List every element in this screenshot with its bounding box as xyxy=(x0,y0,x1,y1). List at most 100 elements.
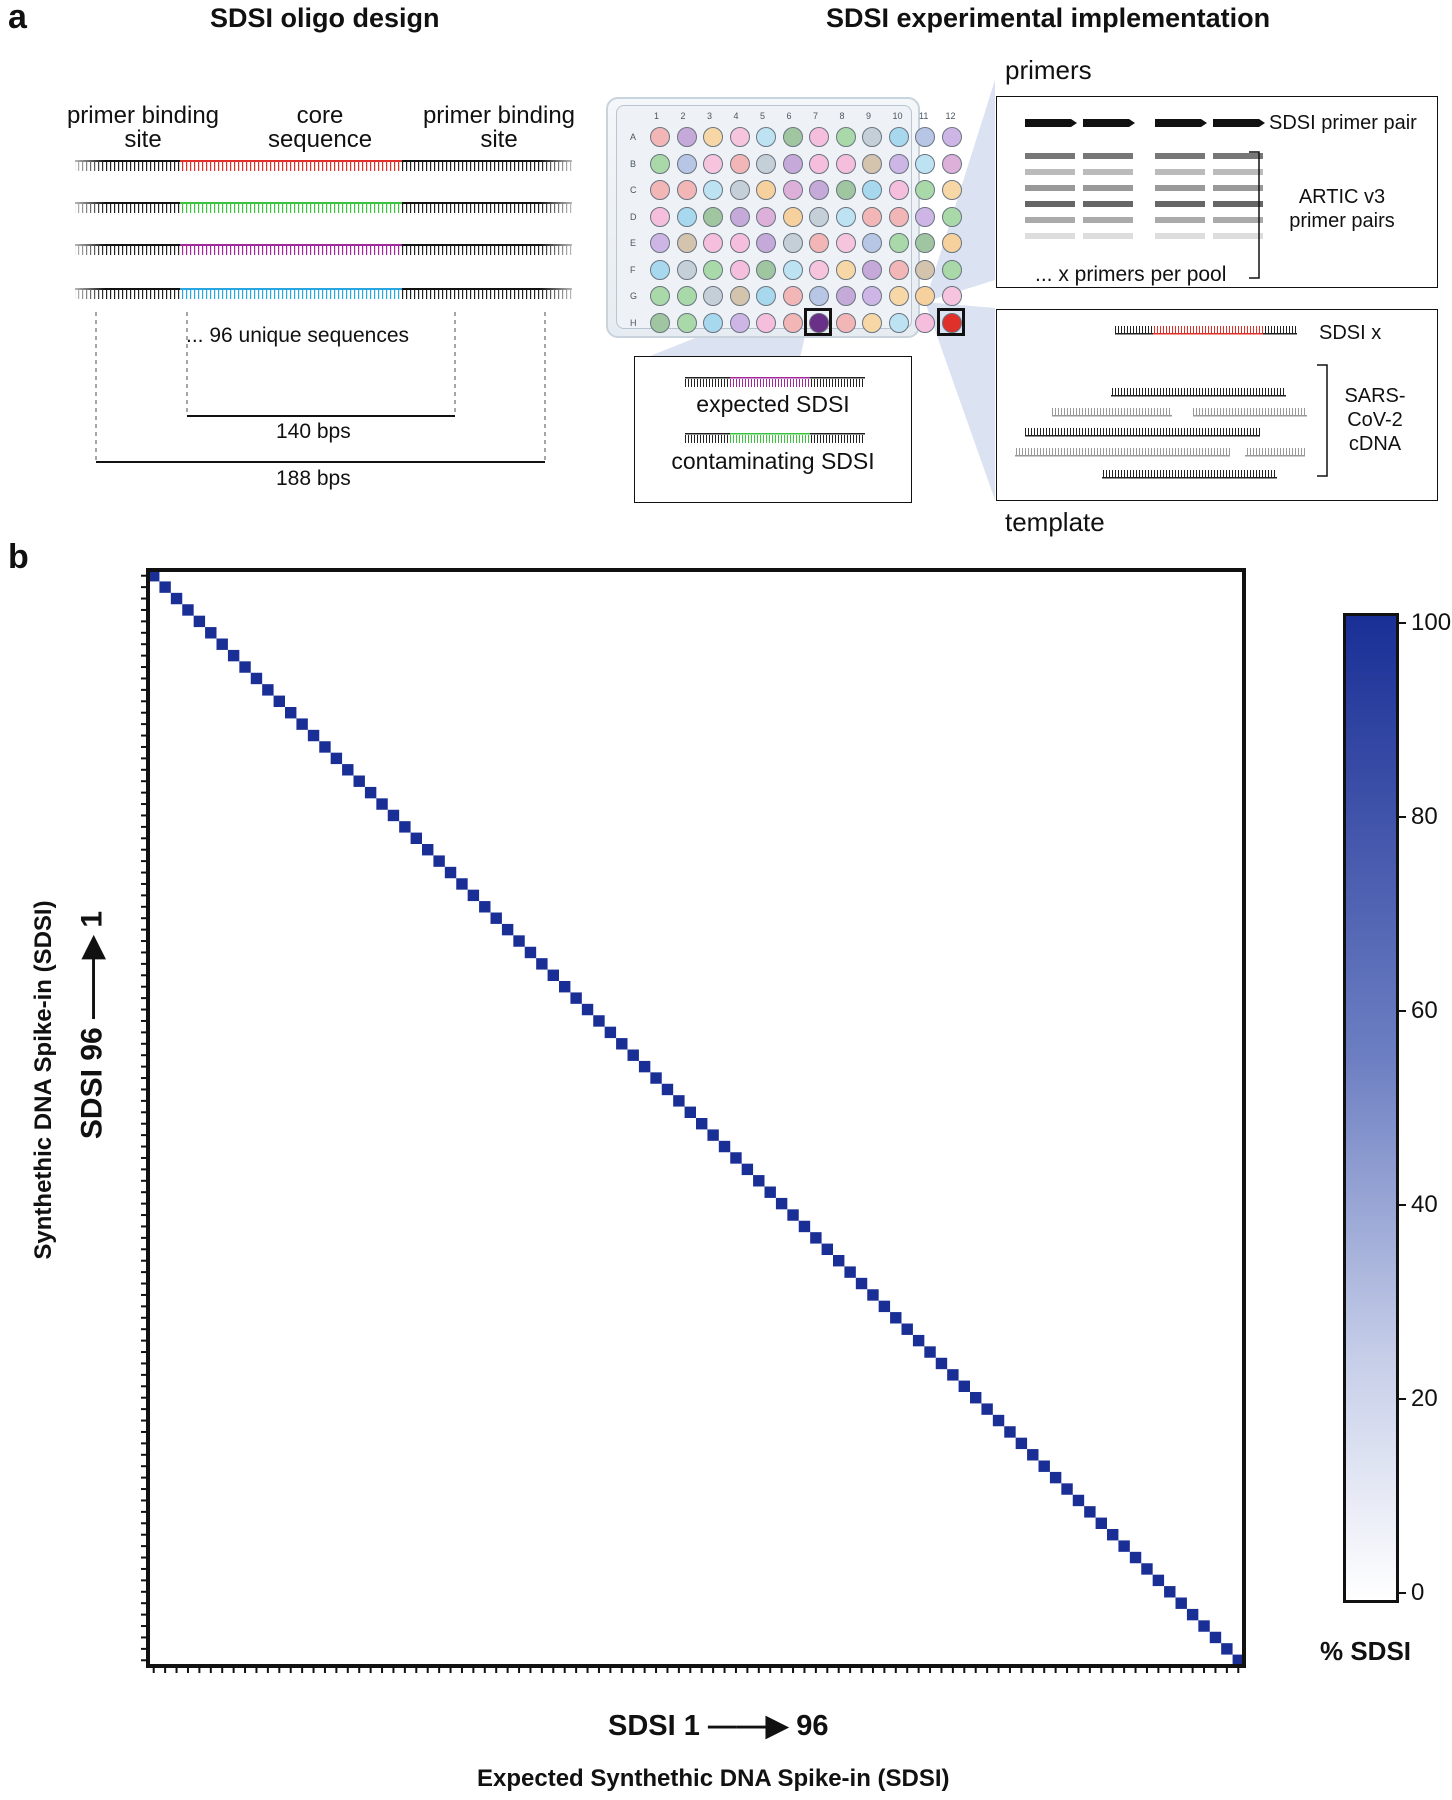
plate-well xyxy=(941,127,962,147)
heatmap-diagonal-cell xyxy=(1186,1608,1199,1621)
heatmap xyxy=(141,568,1246,1673)
heatmap-diagonal-cell xyxy=(364,786,377,799)
heatmap-diagonal-cell xyxy=(947,1369,959,1381)
heatmap-diagonal-cell xyxy=(170,592,183,605)
plate-well xyxy=(809,153,829,174)
primer-site-right-label: primer binding site xyxy=(422,102,576,153)
colorbar-tick xyxy=(1399,1398,1406,1400)
plate-well xyxy=(703,259,723,280)
heatmap-diagonal-cell xyxy=(353,775,365,787)
plate-column-label: 8 xyxy=(839,111,845,121)
plate-well xyxy=(756,286,776,306)
plate-well xyxy=(862,259,882,280)
colorbar-tick xyxy=(1399,1592,1406,1594)
heatmap-diagonal-cell xyxy=(593,1015,605,1027)
heatmap-diagonal-cell xyxy=(924,1346,936,1358)
heatmap-diagonal-cell xyxy=(285,707,297,719)
plate-well xyxy=(915,286,935,306)
plate-well xyxy=(729,233,750,253)
plate-well xyxy=(888,233,909,253)
heatmap-diagonal-cell xyxy=(581,1003,594,1016)
panel-a-letter: a xyxy=(8,0,27,36)
heatmap-diagonal-cell xyxy=(182,604,194,616)
heatmap-diagonal-cell xyxy=(616,1038,628,1050)
heatmap-diagonal-cell xyxy=(1141,1563,1153,1575)
plate-well xyxy=(676,259,697,280)
plate-row-label: E xyxy=(630,238,637,248)
heatmap-diagonal-cell xyxy=(513,935,525,947)
heatmap-diagonal-cell xyxy=(970,1392,982,1404)
plate-well xyxy=(756,233,776,253)
plate-well xyxy=(650,206,670,227)
heatmap-diagonal-cell xyxy=(273,695,285,707)
highlighted-well-box xyxy=(936,307,965,336)
heatmap-diagonal-cell xyxy=(912,1334,925,1347)
plate-well xyxy=(809,180,829,200)
plate-well xyxy=(756,180,776,200)
plate-well xyxy=(941,206,962,227)
plate-well xyxy=(862,206,882,227)
oligo-strand xyxy=(75,288,572,300)
heatmap-diagonal-cell xyxy=(159,581,171,593)
heatmap-diagonal-cell xyxy=(524,946,537,959)
plate-well xyxy=(782,206,803,227)
heatmap-diagonal-cell xyxy=(798,1220,811,1233)
plate-well xyxy=(756,312,776,333)
heatmap-diagonal-cell xyxy=(296,718,308,730)
heatmap-diagonal-cell xyxy=(536,958,548,970)
plate-well xyxy=(703,153,723,174)
plate-well xyxy=(941,286,962,306)
heatmap-diagonal-cell xyxy=(1198,1620,1210,1632)
heatmap-diagonal-cell xyxy=(844,1266,856,1278)
plate-column-label: 11 xyxy=(919,111,929,121)
primers-header: primers xyxy=(1005,55,1092,85)
heatmap-diagonal-cell xyxy=(604,1026,617,1039)
plate-well xyxy=(729,286,750,306)
plate-column-label: 5 xyxy=(760,111,766,121)
heatmap-diagonal-cell xyxy=(1061,1483,1073,1495)
heatmap-diagonal-cell xyxy=(501,923,514,936)
y-range-label: SDSI 96 ——▶ 1 xyxy=(75,910,109,1140)
plate-well xyxy=(729,259,750,280)
plate-column-label: 3 xyxy=(707,111,713,121)
plate-well xyxy=(809,127,829,147)
heatmap-diagonal-cell xyxy=(1049,1471,1062,1484)
heatmap-diagonal-cell xyxy=(490,912,502,924)
plate-well xyxy=(782,233,803,253)
plate-column-label: 10 xyxy=(892,111,903,121)
plate-well xyxy=(782,259,803,280)
plate-well xyxy=(703,206,723,227)
plate-well xyxy=(703,312,723,333)
heatmap-diagonal-cell xyxy=(410,832,422,844)
plate-well xyxy=(729,127,750,147)
plate-well xyxy=(729,180,750,200)
plate-well xyxy=(782,286,803,306)
colorbar-tick xyxy=(1399,1010,1406,1012)
plate-well xyxy=(835,233,856,253)
plate-well xyxy=(729,206,750,227)
heatmap-diagonal-cell xyxy=(958,1380,970,1392)
plate-well xyxy=(650,259,670,280)
plate-well xyxy=(941,233,962,253)
plate-well xyxy=(862,153,882,174)
heatmap-diagonal-cell xyxy=(148,570,160,582)
colorbar-tick-label: 20 xyxy=(1411,1385,1438,1412)
plate-well xyxy=(650,312,670,333)
plate-well xyxy=(835,180,856,200)
heatmap-diagonal-cell xyxy=(696,1118,708,1130)
plate-well xyxy=(835,259,856,280)
plate-well xyxy=(941,312,962,333)
artic-primer-pairs-label: ARTIC v3 primer pairs xyxy=(1289,186,1395,232)
plate-well xyxy=(676,180,697,200)
oligo-diagram xyxy=(75,160,572,463)
heatmap-diagonal-cell xyxy=(1038,1460,1050,1472)
heatmap-diagonal-cell xyxy=(1027,1449,1039,1461)
plate-well xyxy=(676,312,697,333)
plate-well xyxy=(888,180,909,200)
heatmap-diagonal-cell xyxy=(330,752,343,765)
heatmap-diagonal-cell xyxy=(1118,1540,1130,1552)
heatmap-diagonal-cell xyxy=(399,821,411,833)
colorbar-tick-label: 80 xyxy=(1411,803,1438,830)
heatmap-diagonal-cell xyxy=(239,661,251,673)
heatmap-diagonal-cell xyxy=(559,981,571,993)
